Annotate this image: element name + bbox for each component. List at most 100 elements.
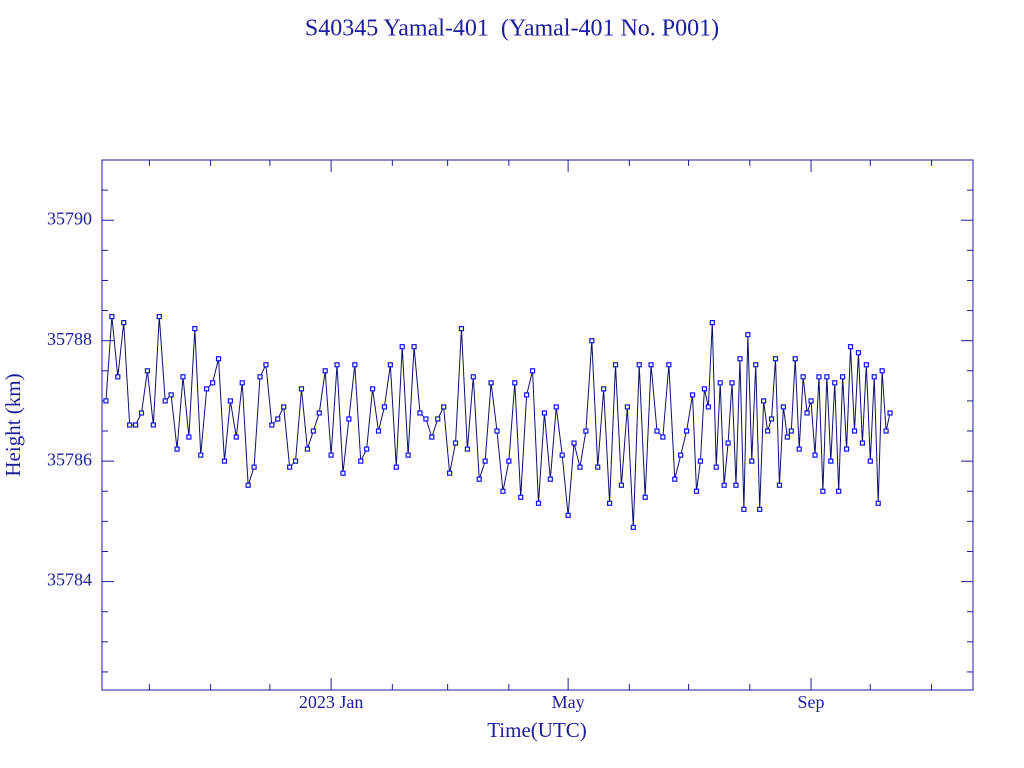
y-tick-label: 35790	[47, 208, 92, 228]
data-point	[749, 458, 755, 464]
data-point	[800, 374, 806, 380]
data-point	[741, 506, 747, 512]
data-point	[788, 428, 794, 434]
data-point	[565, 512, 571, 518]
chart-title: S40345 Yamal-401 (Yamal-401 No. P001)	[305, 16, 719, 42]
data-point	[648, 362, 654, 368]
data-point	[843, 446, 850, 452]
data-point	[768, 416, 775, 422]
data-point	[174, 446, 180, 452]
data-point	[840, 374, 846, 380]
data-point	[168, 392, 174, 398]
data-point	[729, 380, 735, 386]
data-point	[784, 434, 790, 440]
data-point	[210, 380, 216, 386]
data-point	[192, 326, 198, 332]
data-point	[697, 458, 704, 464]
data-point	[547, 476, 553, 482]
data-point	[186, 434, 192, 440]
data-point	[340, 470, 346, 476]
data-point	[871, 374, 877, 380]
data-point	[824, 374, 830, 380]
data-point	[150, 422, 156, 428]
y-tick-label: 35788	[47, 329, 92, 349]
data-point	[630, 524, 636, 530]
data-point	[828, 458, 834, 464]
data-point	[476, 476, 482, 482]
data-point	[883, 428, 889, 434]
data-point	[251, 464, 257, 470]
data-point	[589, 338, 595, 344]
data-point	[780, 404, 786, 410]
data-point	[494, 428, 500, 434]
data-point	[859, 440, 865, 446]
data-point	[399, 344, 405, 350]
data-point	[435, 416, 441, 422]
data-point	[606, 500, 613, 506]
data-point	[684, 428, 690, 434]
y-axis-title: Height (km)	[1, 373, 25, 476]
data-point	[292, 458, 299, 464]
data-point	[757, 506, 763, 512]
data-point	[352, 362, 358, 368]
data-point	[310, 428, 316, 434]
data-point	[745, 332, 751, 338]
data-point	[233, 434, 239, 440]
data-point	[269, 422, 275, 428]
data-point	[624, 404, 630, 410]
y-tick-label: 35784	[47, 570, 92, 590]
data-point	[863, 362, 869, 368]
data-point	[257, 374, 263, 380]
data-point	[772, 356, 779, 362]
data-point	[879, 368, 885, 374]
data-point	[369, 386, 376, 392]
data-point	[847, 344, 854, 350]
data-point	[364, 446, 370, 452]
data-point	[464, 446, 470, 452]
data-point	[796, 446, 802, 452]
data-point	[764, 428, 771, 434]
x-axis-title: Time(UTC)	[487, 718, 587, 742]
data-point	[109, 313, 115, 320]
data-point	[298, 386, 305, 392]
data-point	[239, 380, 245, 386]
data-point	[804, 410, 810, 416]
plot-frame	[101, 159, 974, 691]
data-point	[447, 470, 453, 476]
data-point	[705, 404, 711, 410]
data-point	[636, 362, 642, 368]
data-point	[458, 326, 465, 332]
data-point	[577, 464, 583, 470]
data-point	[851, 428, 858, 434]
data-point	[275, 416, 281, 422]
y-tick-label: 35786	[47, 449, 92, 469]
data-point	[737, 356, 743, 362]
data-point	[198, 452, 204, 458]
data-point	[678, 452, 684, 458]
data-point	[322, 368, 328, 374]
data-point	[121, 320, 127, 326]
data-point	[832, 380, 838, 386]
data-point	[452, 440, 459, 446]
data-point	[411, 344, 417, 350]
data-line	[105, 316, 891, 528]
data-point	[761, 398, 767, 404]
data-point	[753, 362, 759, 368]
data-point	[482, 458, 488, 464]
data-point	[215, 356, 222, 362]
data-point	[816, 374, 822, 380]
data-point	[808, 398, 814, 404]
data-point	[221, 458, 228, 464]
data-point	[470, 374, 476, 380]
data-point	[875, 500, 881, 506]
data-point	[127, 422, 133, 428]
data-point	[717, 380, 723, 386]
data-point	[541, 410, 548, 416]
data-point	[524, 392, 530, 398]
data-point	[666, 362, 672, 368]
data-point	[304, 446, 311, 452]
data-point	[654, 428, 660, 434]
data-point	[334, 362, 340, 368]
data-point	[571, 440, 577, 446]
